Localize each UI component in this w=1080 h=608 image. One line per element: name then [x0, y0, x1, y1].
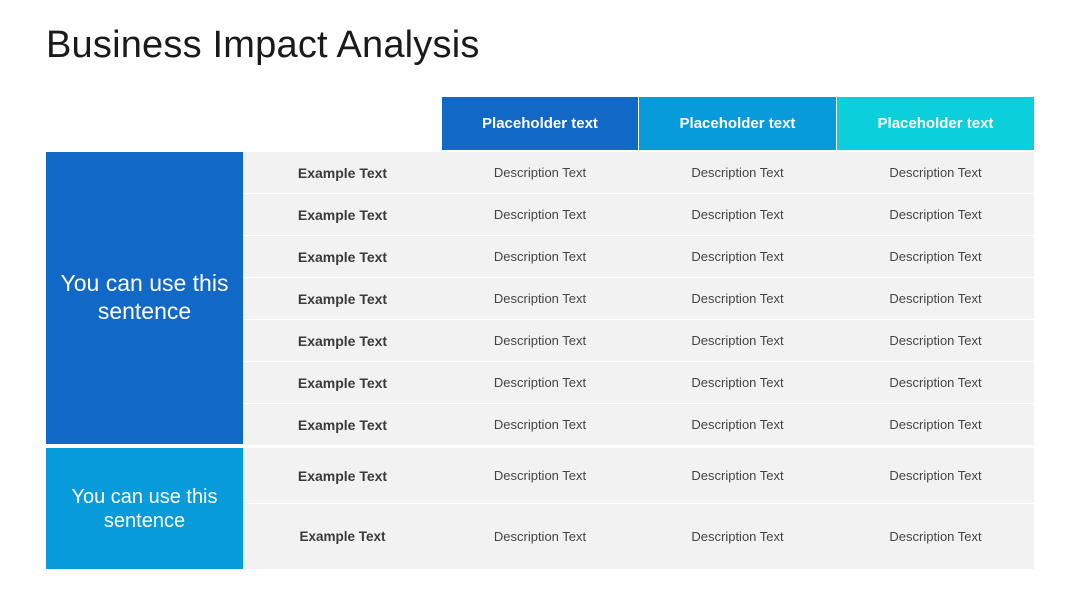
description-cell: Description Text — [691, 249, 784, 264]
description-cell: Description Text — [493, 333, 587, 348]
column-header-1: Placeholder text — [442, 97, 638, 150]
table-row: Example Text Description Text Descriptio… — [243, 193, 1034, 235]
description-cell: Description Text — [889, 333, 982, 348]
description-cell: Description Text — [493, 529, 587, 544]
description-cell: Description Text — [889, 165, 982, 180]
description-cell: Description Text — [493, 375, 587, 390]
description-cell: Description Text — [691, 333, 784, 348]
description-cell: Description Text — [493, 165, 587, 180]
table-row: Example Text Description Text Descriptio… — [243, 446, 1034, 503]
table-row: Example Text Description Text Descriptio… — [243, 151, 1034, 193]
description-cell: Description Text — [889, 417, 982, 432]
description-cell: Description Text — [691, 207, 784, 222]
description-cell: Description Text — [889, 291, 982, 306]
column-header-3: Placeholder text — [837, 97, 1034, 150]
table-row: Example Text Description Text Descriptio… — [243, 235, 1034, 277]
row-label: Example Text — [297, 164, 388, 181]
description-cell: Description Text — [691, 417, 784, 432]
group-block-2: You can use this sentence — [46, 448, 243, 569]
table-row: Example Text Description Text Descriptio… — [243, 319, 1034, 361]
group-label-1: You can use this sentence — [60, 270, 229, 324]
description-cell: Description Text — [691, 468, 784, 483]
table-row: Example Text Description Text Descriptio… — [243, 277, 1034, 319]
table-row: Example Text Description Text Descriptio… — [243, 403, 1034, 445]
row-label: Example Text — [297, 416, 388, 433]
description-cell: Description Text — [493, 417, 587, 432]
row-label: Example Text — [297, 206, 388, 223]
column-header-2: Placeholder text — [639, 97, 836, 150]
description-cell: Description Text — [691, 291, 784, 306]
row-label: Example Text — [297, 290, 388, 307]
group-label-2: You can use this sentence — [71, 485, 218, 532]
description-cell: Description Text — [889, 375, 982, 390]
description-cell: Description Text — [493, 249, 587, 264]
description-cell: Description Text — [691, 529, 784, 544]
row-label: Example Text — [297, 374, 388, 391]
description-cell: Description Text — [493, 468, 587, 483]
table-row: Example Text Description Text Descriptio… — [243, 361, 1034, 403]
table-row: Example Text Description Text Descriptio… — [243, 503, 1034, 569]
description-cell: Description Text — [889, 468, 982, 483]
description-cell: Description Text — [493, 291, 587, 306]
description-cell: Description Text — [691, 165, 784, 180]
row-label: Example Text — [297, 332, 388, 349]
description-cell: Description Text — [889, 529, 982, 544]
row-label: Example Text — [297, 467, 388, 484]
row-label: Example Text — [299, 529, 386, 544]
row-label: Example Text — [297, 248, 388, 265]
description-cell: Description Text — [889, 249, 982, 264]
description-cell: Description Text — [691, 375, 784, 390]
description-cell: Description Text — [889, 207, 982, 222]
page-title: Business Impact Analysis — [46, 24, 480, 66]
group-block-1: You can use this sentence — [46, 152, 243, 444]
description-cell: Description Text — [493, 207, 587, 222]
